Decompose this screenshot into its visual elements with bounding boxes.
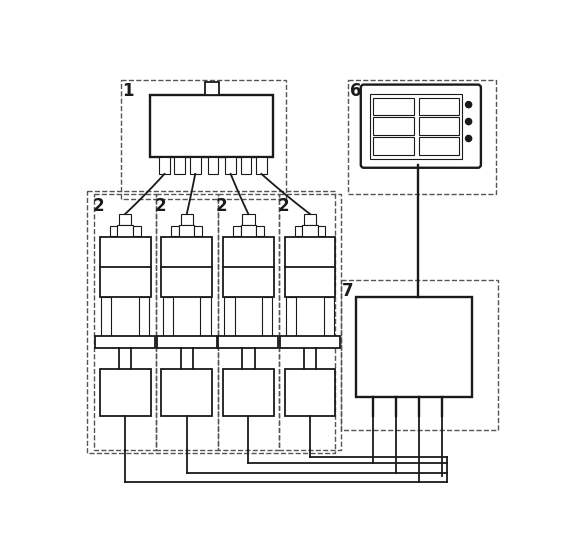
Bar <box>175 157 185 174</box>
Bar <box>118 225 133 237</box>
Bar <box>95 336 155 348</box>
Bar <box>171 226 179 235</box>
Text: 2: 2 <box>93 197 104 215</box>
Bar <box>373 117 414 135</box>
Bar <box>179 225 195 237</box>
Text: 2: 2 <box>216 197 228 215</box>
Bar <box>279 194 341 450</box>
Circle shape <box>465 136 472 142</box>
Bar <box>284 237 335 297</box>
Bar <box>356 297 472 397</box>
Bar <box>280 336 340 348</box>
Bar <box>256 157 267 174</box>
Bar <box>218 194 279 450</box>
Bar <box>205 82 219 95</box>
Bar <box>373 137 414 155</box>
Bar <box>419 98 459 115</box>
Bar <box>195 226 202 235</box>
Bar <box>370 94 463 159</box>
Bar <box>133 226 140 235</box>
Text: 6: 6 <box>350 82 361 100</box>
Bar <box>240 157 251 174</box>
Bar <box>256 226 264 235</box>
Bar <box>223 237 274 297</box>
Bar <box>180 214 193 225</box>
Bar <box>100 237 151 297</box>
Bar <box>317 226 325 235</box>
Bar <box>373 98 414 115</box>
Bar <box>324 297 334 336</box>
Bar <box>302 225 317 237</box>
Bar <box>284 370 335 415</box>
Bar <box>218 336 279 348</box>
Bar <box>262 297 272 336</box>
Bar <box>87 191 335 453</box>
Bar <box>119 214 131 225</box>
Bar <box>156 194 218 450</box>
Bar <box>110 226 118 235</box>
Text: 2: 2 <box>278 197 289 215</box>
Bar <box>348 80 496 194</box>
Bar <box>101 297 111 336</box>
Bar <box>207 157 218 174</box>
Bar <box>120 80 286 199</box>
Text: 2: 2 <box>154 197 166 215</box>
Bar <box>341 280 498 430</box>
Bar <box>226 157 236 174</box>
Bar <box>150 95 273 157</box>
Bar <box>94 194 156 450</box>
Bar <box>240 225 256 237</box>
Bar <box>162 370 212 415</box>
Bar <box>304 214 316 225</box>
Bar <box>223 370 274 415</box>
Text: 1: 1 <box>122 82 134 100</box>
Bar <box>233 226 240 235</box>
Bar <box>163 297 173 336</box>
Bar <box>159 157 170 174</box>
Circle shape <box>465 101 472 107</box>
Bar <box>295 226 302 235</box>
Bar <box>224 297 235 336</box>
Bar <box>139 297 149 336</box>
Bar <box>156 336 217 348</box>
Bar <box>200 297 211 336</box>
Bar <box>286 297 296 336</box>
Bar <box>162 237 212 297</box>
Text: 7: 7 <box>342 282 354 300</box>
Bar <box>100 370 151 415</box>
Bar <box>242 214 255 225</box>
Bar <box>190 157 200 174</box>
Bar <box>419 137 459 155</box>
FancyBboxPatch shape <box>361 85 481 168</box>
Bar <box>419 117 459 135</box>
Circle shape <box>465 118 472 125</box>
